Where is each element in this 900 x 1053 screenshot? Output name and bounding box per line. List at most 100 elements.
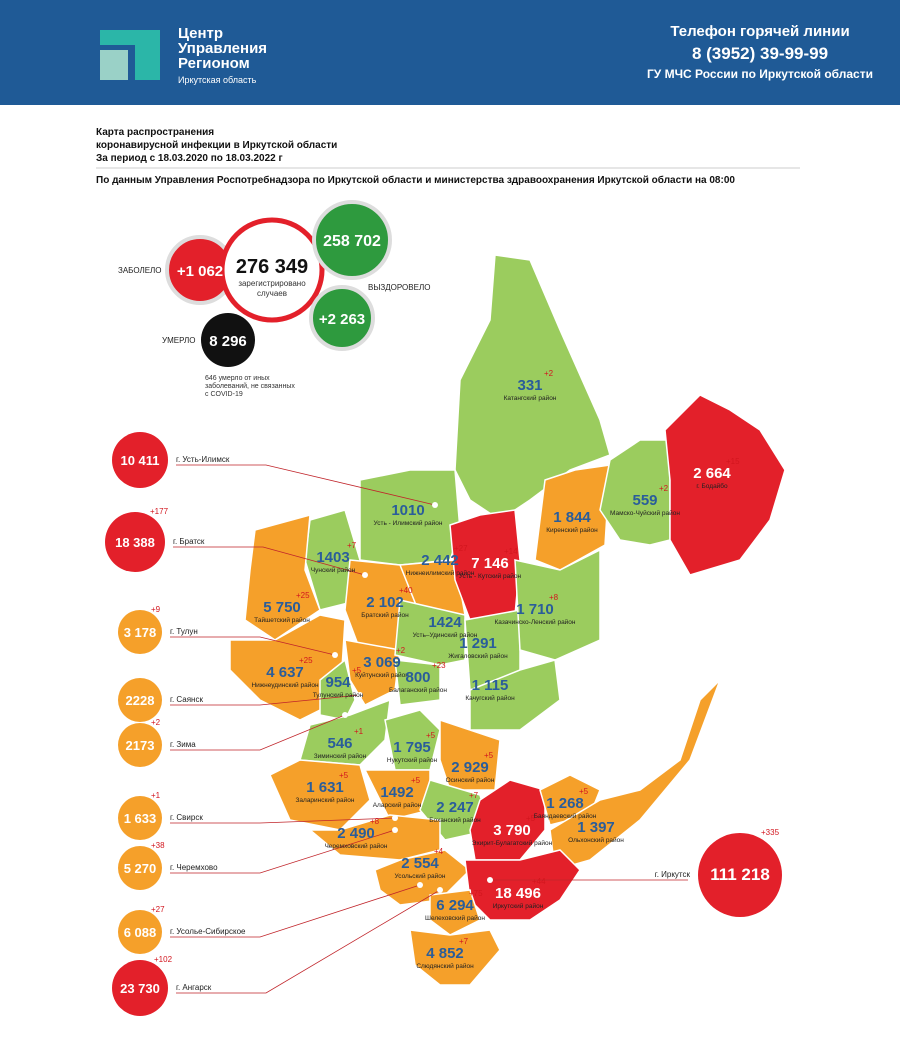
district-name: Качугский район xyxy=(465,694,515,702)
district-delta: +25 xyxy=(296,591,310,600)
value: +2 263 xyxy=(319,311,365,328)
leader-line xyxy=(170,829,396,874)
logo-text: Регионом xyxy=(178,55,250,72)
city-circle xyxy=(118,910,162,954)
district xyxy=(319,658,356,721)
district-value: 2 664 xyxy=(693,465,731,482)
city-value: 23 730 xyxy=(120,981,160,996)
city-value: 111 218 xyxy=(710,865,770,884)
district-value: 2 247 xyxy=(436,799,474,816)
district-name: Зиминский район xyxy=(314,752,367,760)
city-delta: +27 xyxy=(151,905,165,914)
district-delta: +40 xyxy=(399,586,413,595)
district-name: Аларский район xyxy=(373,801,422,809)
logo xyxy=(100,30,160,80)
district-name: Жигаловский район xyxy=(448,652,508,660)
district-name: Балаганский район xyxy=(389,686,447,694)
district-name: Нижнеилимский район xyxy=(406,569,475,577)
district-value: 1 631 xyxy=(306,779,344,796)
label: ЗАБОЛЕЛО xyxy=(118,266,162,275)
district xyxy=(307,814,441,861)
district-value: 2 554 xyxy=(401,855,439,872)
district-value: 1 710 xyxy=(516,601,554,618)
value: +1 062 xyxy=(177,263,223,280)
city-value: 5 270 xyxy=(124,861,157,876)
district-name: Казачинско-Ленский район xyxy=(494,618,575,626)
city-circle xyxy=(118,678,162,722)
district-value: 5 750 xyxy=(263,599,301,616)
district-value: 2 102 xyxy=(366,594,404,611)
city-value: 2173 xyxy=(126,738,155,753)
district xyxy=(534,464,611,571)
city-delta: +102 xyxy=(154,955,173,964)
district-name: Осинский район xyxy=(446,776,495,784)
leader-line xyxy=(176,464,436,506)
city-name: г. Иркутск xyxy=(655,870,691,879)
city-marker xyxy=(417,882,423,888)
city-name: г. Ангарск xyxy=(176,983,212,992)
hotline-phone: 8 (3952) 39-99-99 xyxy=(692,44,828,63)
note: заболеваний, не связанных xyxy=(205,382,295,390)
city-circle xyxy=(698,833,782,917)
district-delta: +14 xyxy=(504,547,518,556)
city-delta: +335 xyxy=(761,828,780,837)
district xyxy=(664,394,786,576)
district xyxy=(344,639,401,706)
city-name: г. Зима xyxy=(170,740,196,749)
district-value: 4 637 xyxy=(266,664,304,681)
label: УМЕРЛО xyxy=(162,336,195,345)
city-circle xyxy=(118,610,162,654)
district-name: Усть - Илимский район xyxy=(374,519,443,527)
district-delta: +5 xyxy=(339,771,349,780)
city-name: г. Усть-Илимск xyxy=(176,455,230,464)
district-value: 559 xyxy=(632,492,657,509)
district-name: Тайшетский район xyxy=(254,616,310,624)
city-name: г. Усолье-Сибирское xyxy=(170,927,246,936)
district xyxy=(269,759,371,831)
note: 646 умерло от иных xyxy=(205,375,270,382)
district-value: 1 844 xyxy=(553,509,591,526)
district xyxy=(514,548,601,661)
district xyxy=(384,709,441,771)
leader-line xyxy=(173,546,366,576)
district-delta: +4 xyxy=(434,847,444,856)
district xyxy=(394,599,466,666)
district-value: 1 795 xyxy=(393,739,431,756)
district-value: 1 268 xyxy=(546,795,584,812)
logo-region: Иркутская область xyxy=(178,75,257,85)
leader-line xyxy=(170,694,361,706)
district-name: Тулунский район xyxy=(313,691,364,699)
district-delta: +75 xyxy=(469,889,483,898)
district-delta: +2 xyxy=(396,646,406,655)
district-delta: +5 xyxy=(426,731,436,740)
district-name: Заларинский район xyxy=(295,796,354,804)
value: 258 702 xyxy=(323,233,381,250)
caption: случаев xyxy=(257,289,287,298)
city-name: г. Саянск xyxy=(170,695,203,704)
district-name: Киренский район xyxy=(546,526,598,534)
district-value: 1492 xyxy=(380,784,413,801)
district-value: 1403 xyxy=(316,549,349,566)
map xyxy=(170,254,786,994)
district xyxy=(409,929,501,986)
district-delta: +2 xyxy=(659,484,669,493)
hotline-org: ГУ МЧС России по Иркутской области xyxy=(647,67,873,81)
district-delta: +5 xyxy=(579,787,589,796)
city-value: 6 088 xyxy=(124,925,157,940)
district-delta: +8 xyxy=(549,593,559,602)
city-name: г. Черемхово xyxy=(170,863,218,872)
district-delta: +7 xyxy=(469,791,479,800)
district xyxy=(429,889,481,936)
district-value: 331 xyxy=(517,377,542,394)
city-marker xyxy=(332,652,338,658)
district-name: Куйтунский район xyxy=(355,671,409,679)
city-circle xyxy=(118,723,162,767)
district xyxy=(394,659,441,706)
district-name: Катангский район xyxy=(504,394,557,402)
leader-line xyxy=(176,889,441,994)
district-value: 1010 xyxy=(391,502,424,519)
city-marker xyxy=(362,572,368,578)
city-marker xyxy=(392,827,398,833)
district-value: 3 069 xyxy=(363,654,401,671)
